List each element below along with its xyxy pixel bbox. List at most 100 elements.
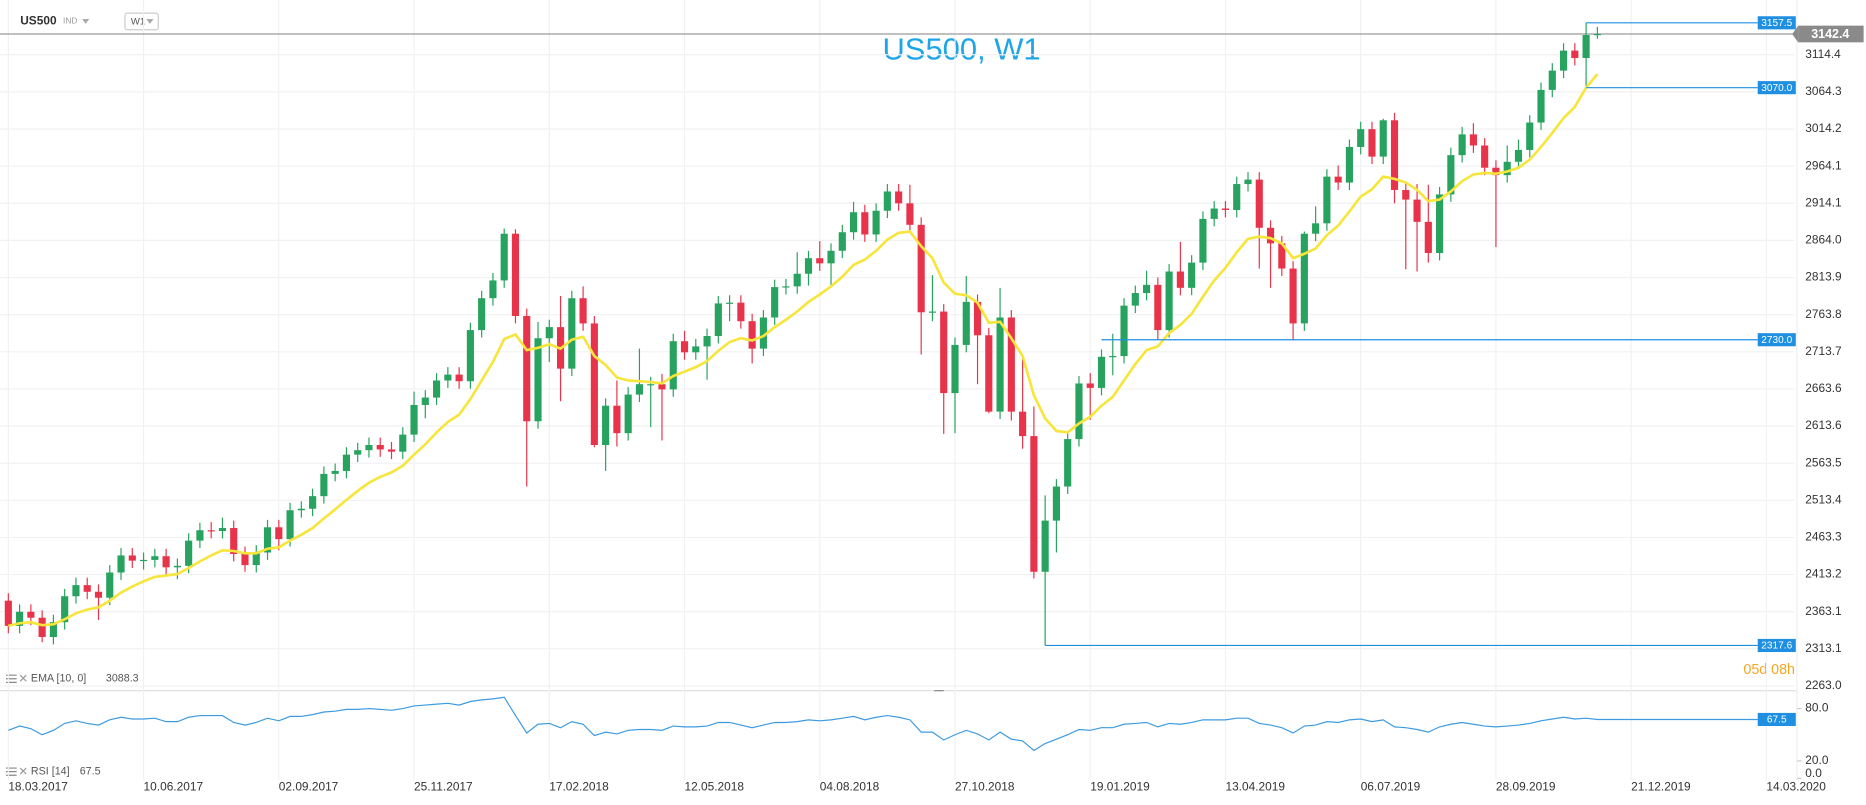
candle-body [940, 311, 948, 394]
candle-body [1458, 134, 1466, 156]
candle-body [1165, 271, 1173, 331]
candle-body [1154, 284, 1162, 331]
y-tick-label: 2463.3 [1805, 530, 1842, 544]
candle-body [1199, 218, 1207, 263]
current-price-pointer [1792, 25, 1799, 43]
candle-body [951, 344, 959, 394]
y-tick-label: 2914.1 [1805, 195, 1842, 209]
grid [0, 0, 1795, 780]
candle-body [230, 528, 238, 554]
x-tick-label: 21.12.2019 [1631, 779, 1691, 793]
candle-body [241, 553, 249, 566]
candle-body [27, 611, 35, 618]
candle-body [1210, 208, 1218, 219]
candle-body [500, 233, 508, 281]
candle-body [1447, 155, 1455, 195]
timeframe-box[interactable] [124, 12, 159, 31]
candle-body [489, 280, 497, 299]
candle-body [917, 224, 925, 313]
candle-body [354, 450, 362, 455]
caret[interactable] [146, 19, 154, 24]
y-tick-label: 2263.0 [1805, 678, 1842, 692]
candle-body [320, 473, 328, 497]
candle-body [1176, 271, 1184, 288]
x-tick-label: 18.03.2017 [8, 779, 68, 793]
current-price-label: 3142.4 [1811, 27, 1849, 41]
candle-body [1097, 356, 1106, 388]
candle-body [816, 258, 824, 264]
candle-body [692, 346, 700, 353]
y-tick-label: 2663.6 [1805, 381, 1842, 395]
ema-legend-value: 3088.3 [106, 673, 139, 685]
indicator-close[interactable] [19, 674, 27, 682]
candle-body [1278, 243, 1286, 269]
timeframe-select[interactable]: W1 [124, 12, 159, 31]
candle-body [342, 454, 350, 471]
level-box [1757, 638, 1796, 653]
timeframe[interactable]: W1 [131, 17, 145, 28]
candle-body [387, 449, 396, 452]
candle-body [703, 336, 711, 347]
candle-body [658, 384, 666, 390]
candle-body [1503, 161, 1511, 176]
candle-body [895, 191, 903, 204]
candle-body [996, 317, 1004, 412]
rsi-line [8, 696, 1598, 752]
candle-body [545, 327, 553, 339]
y-tick-label: 2413.2 [1805, 567, 1842, 581]
candle-body [1221, 208, 1230, 210]
x-tick-label: 12.05.2018 [685, 779, 745, 793]
rsi-tick-label: 80.0 [1805, 701, 1829, 715]
candle-body [782, 286, 790, 288]
candle-body [444, 374, 452, 381]
candle-body [1368, 129, 1376, 157]
level-box [1757, 81, 1796, 95]
candle-body [72, 585, 80, 597]
candle-body [906, 203, 914, 225]
candle-body [883, 191, 891, 211]
candle-body [726, 302, 734, 304]
candle-body [83, 585, 91, 592]
y-tick-label: 2313.1 [1805, 641, 1842, 655]
candles [4, 22, 1601, 646]
level-label: 3157.5 [1761, 18, 1792, 29]
candle-body [1075, 383, 1083, 440]
candle-body [128, 555, 136, 561]
indicator-close[interactable] [19, 767, 27, 775]
candle-body [804, 258, 813, 274]
rsi-value-box [1757, 712, 1796, 727]
y-tick-label: 2964.1 [1805, 158, 1842, 172]
candle-body [1188, 262, 1196, 288]
candle-body [1548, 70, 1556, 90]
y-tick-label: 3064.3 [1805, 84, 1842, 98]
candle-body [1559, 50, 1568, 71]
candle-body [185, 540, 193, 566]
candle-body [1334, 176, 1342, 183]
y-tick-label: 2363.1 [1805, 604, 1842, 618]
candle-body [1266, 227, 1275, 244]
candle-body [1481, 145, 1489, 168]
candle-body [106, 572, 114, 598]
candle-body [737, 302, 745, 322]
candle-body [1233, 184, 1241, 210]
x-tick-label: 25.11.2017 [414, 779, 473, 793]
caret [82, 19, 90, 24]
candle-body [647, 384, 655, 386]
candle-body [478, 298, 486, 331]
candle-body [1571, 50, 1579, 59]
y-tick-label: 2763.8 [1805, 307, 1842, 321]
candle-body [1007, 317, 1015, 412]
symbol: US500 [20, 14, 57, 28]
candle-body [1526, 122, 1534, 150]
candle-body [1255, 179, 1263, 228]
candle-body [1052, 486, 1060, 521]
candle-body [849, 212, 858, 233]
candle-body [117, 555, 125, 573]
ema-line [8, 73, 1599, 628]
candle-body [523, 316, 531, 422]
x-tick-label: 27.10.2018 [955, 779, 1015, 793]
candle-body [1109, 356, 1117, 358]
candle-body [49, 622, 57, 638]
ema-legend-name: EMA [10, 0] [31, 673, 86, 685]
